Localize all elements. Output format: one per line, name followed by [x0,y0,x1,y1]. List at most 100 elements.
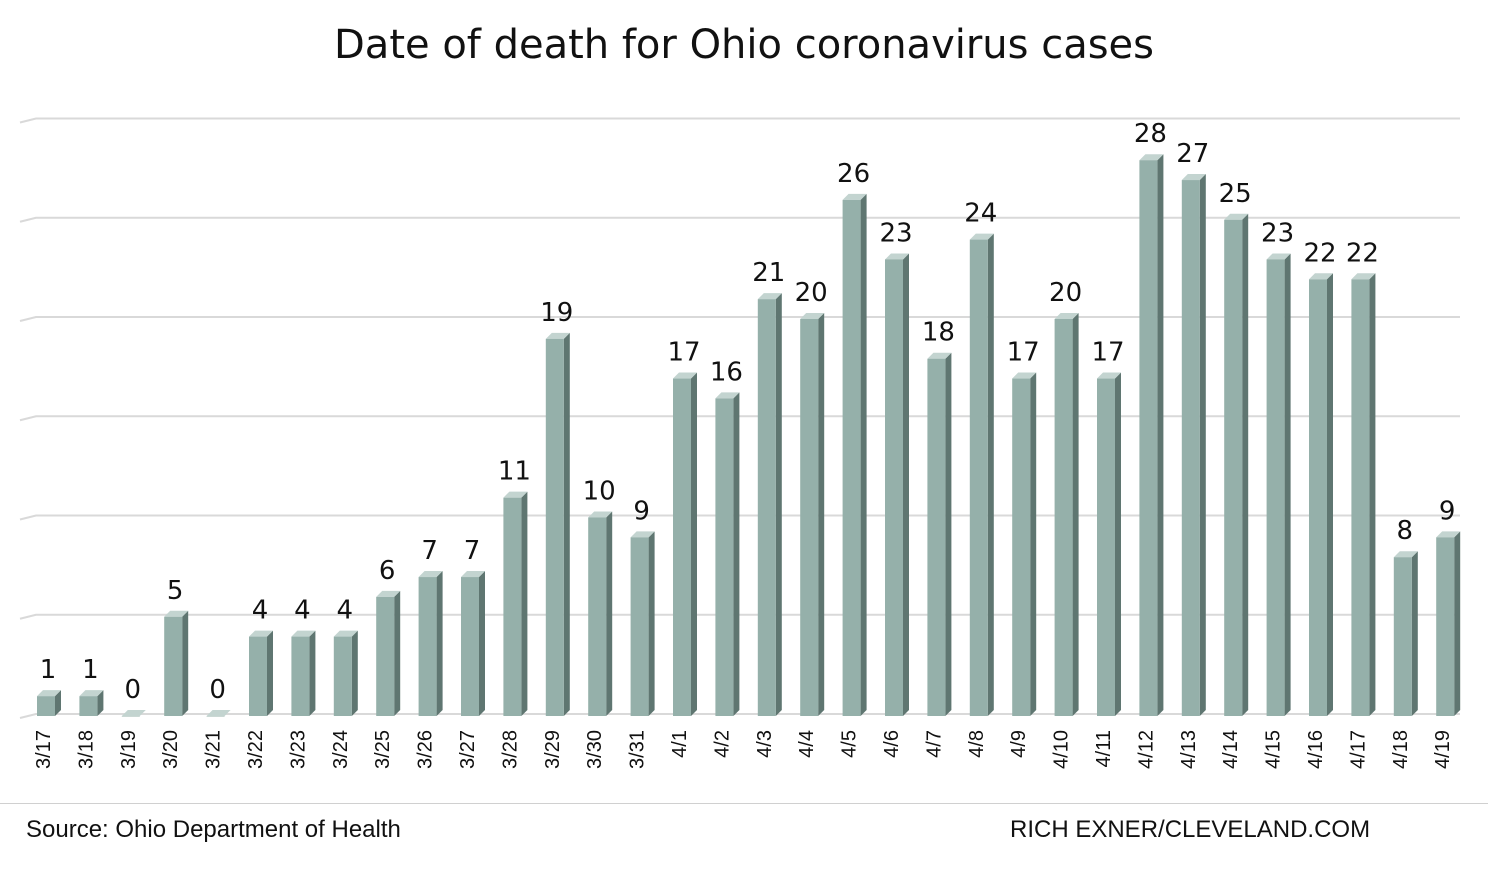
bar-top [333,630,358,637]
data-label: 16 [710,357,743,387]
bar [1097,378,1115,716]
data-label: 1 [82,655,99,685]
data-label: 6 [379,556,396,586]
bar [1436,537,1455,716]
data-label: 17 [1091,338,1124,368]
bar-side [733,392,740,716]
bar [630,537,649,716]
credit-note: RICH EXNER/CLEVELAND.COM [1010,816,1371,843]
tick-label: 3/26 [415,730,437,769]
bar [206,716,225,717]
tick-label: 3/19 [118,730,140,769]
data-label: 22 [1303,238,1336,268]
tick-label: 4/10 [1051,730,1073,769]
tick-label: 4/12 [1135,730,1157,769]
tick-label: 4/15 [1263,730,1285,769]
bar [121,716,140,717]
bar-side [1369,273,1376,716]
tick-label: 3/21 [203,730,225,769]
data-label: 7 [464,536,481,566]
data-label: 22 [1346,238,1379,268]
bar-top [757,293,782,300]
bar-top [164,610,189,617]
tick-label: 3/18 [75,730,97,769]
bar [1139,160,1158,716]
tick-label: 3/22 [245,730,267,769]
source-note: Source: Ohio Department of Health [26,816,401,843]
tick-label: 4/3 [754,730,776,758]
data-label: 23 [879,218,912,248]
chart-title: Date of death for Ohio coronavirus cases [334,22,1154,68]
bar [37,696,55,716]
bar-top [249,630,273,637]
tick-label: 3/27 [457,730,479,769]
data-label: 10 [583,477,616,507]
bar-side [436,571,443,716]
tick-label: 4/4 [796,730,818,758]
data-label: 4 [294,596,311,626]
bar-top [1097,372,1121,379]
bar-side [818,313,825,716]
bar [461,577,479,716]
bar-side [1242,213,1249,716]
bar-top [1139,154,1164,161]
bar-top [1266,253,1291,260]
bar-side [563,332,570,716]
bar-top [1436,531,1461,538]
tick-label: 4/19 [1432,730,1454,769]
bar-side [1030,372,1037,716]
data-label: 7 [421,536,438,566]
tick-label: 3/28 [499,730,521,769]
bar [715,398,734,716]
bar [1393,557,1412,716]
data-label: 9 [1439,496,1456,526]
bar-top [461,571,485,578]
bar-top [715,392,740,399]
data-label: 4 [252,596,269,626]
data-label: 18 [922,318,955,348]
bar-side [479,571,485,716]
bar-side [987,233,994,716]
bar-top [885,253,909,260]
tick-label: 3/29 [542,730,564,769]
footer-divider [0,803,1488,804]
tick-label: 4/13 [1178,730,1200,769]
bar-side [1411,551,1418,716]
bar-side [860,193,867,716]
bar-side [775,293,782,716]
bar-side [267,630,273,716]
tick-label: 4/18 [1390,730,1412,769]
bar-side [55,690,61,716]
bar-top [503,491,528,498]
bar [969,239,988,716]
bar [1309,279,1327,716]
bar-side [606,511,613,716]
bar [842,199,861,716]
tick-label: 3/31 [627,730,649,769]
bar-side [648,531,655,716]
bar-top [1309,273,1333,280]
gridline [19,117,1460,124]
tick-label: 3/30 [584,730,606,769]
bar [1224,219,1243,716]
bar-top [588,511,613,518]
data-label: 27 [1176,139,1209,169]
bar [1351,279,1370,716]
data-label: 21 [752,258,785,288]
tick-label: 3/24 [330,730,352,769]
tick-label: 3/20 [160,730,182,769]
tick-label: 3/17 [33,730,55,769]
bar [249,636,267,716]
bar-top [121,710,146,716]
bar-top [1351,273,1376,280]
gridline [19,216,1460,223]
tick-label: 4/5 [839,730,861,758]
data-label: 26 [837,159,870,189]
bar-top [927,352,952,359]
bar [418,577,437,716]
tick-label: 3/23 [287,730,309,769]
bar-top [842,193,867,200]
bar-top [291,630,316,637]
data-label: 0 [209,675,226,705]
bar-top [79,690,104,697]
